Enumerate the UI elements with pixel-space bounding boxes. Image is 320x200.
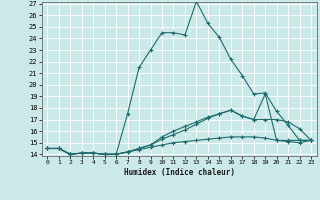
X-axis label: Humidex (Indice chaleur): Humidex (Indice chaleur) bbox=[124, 168, 235, 177]
